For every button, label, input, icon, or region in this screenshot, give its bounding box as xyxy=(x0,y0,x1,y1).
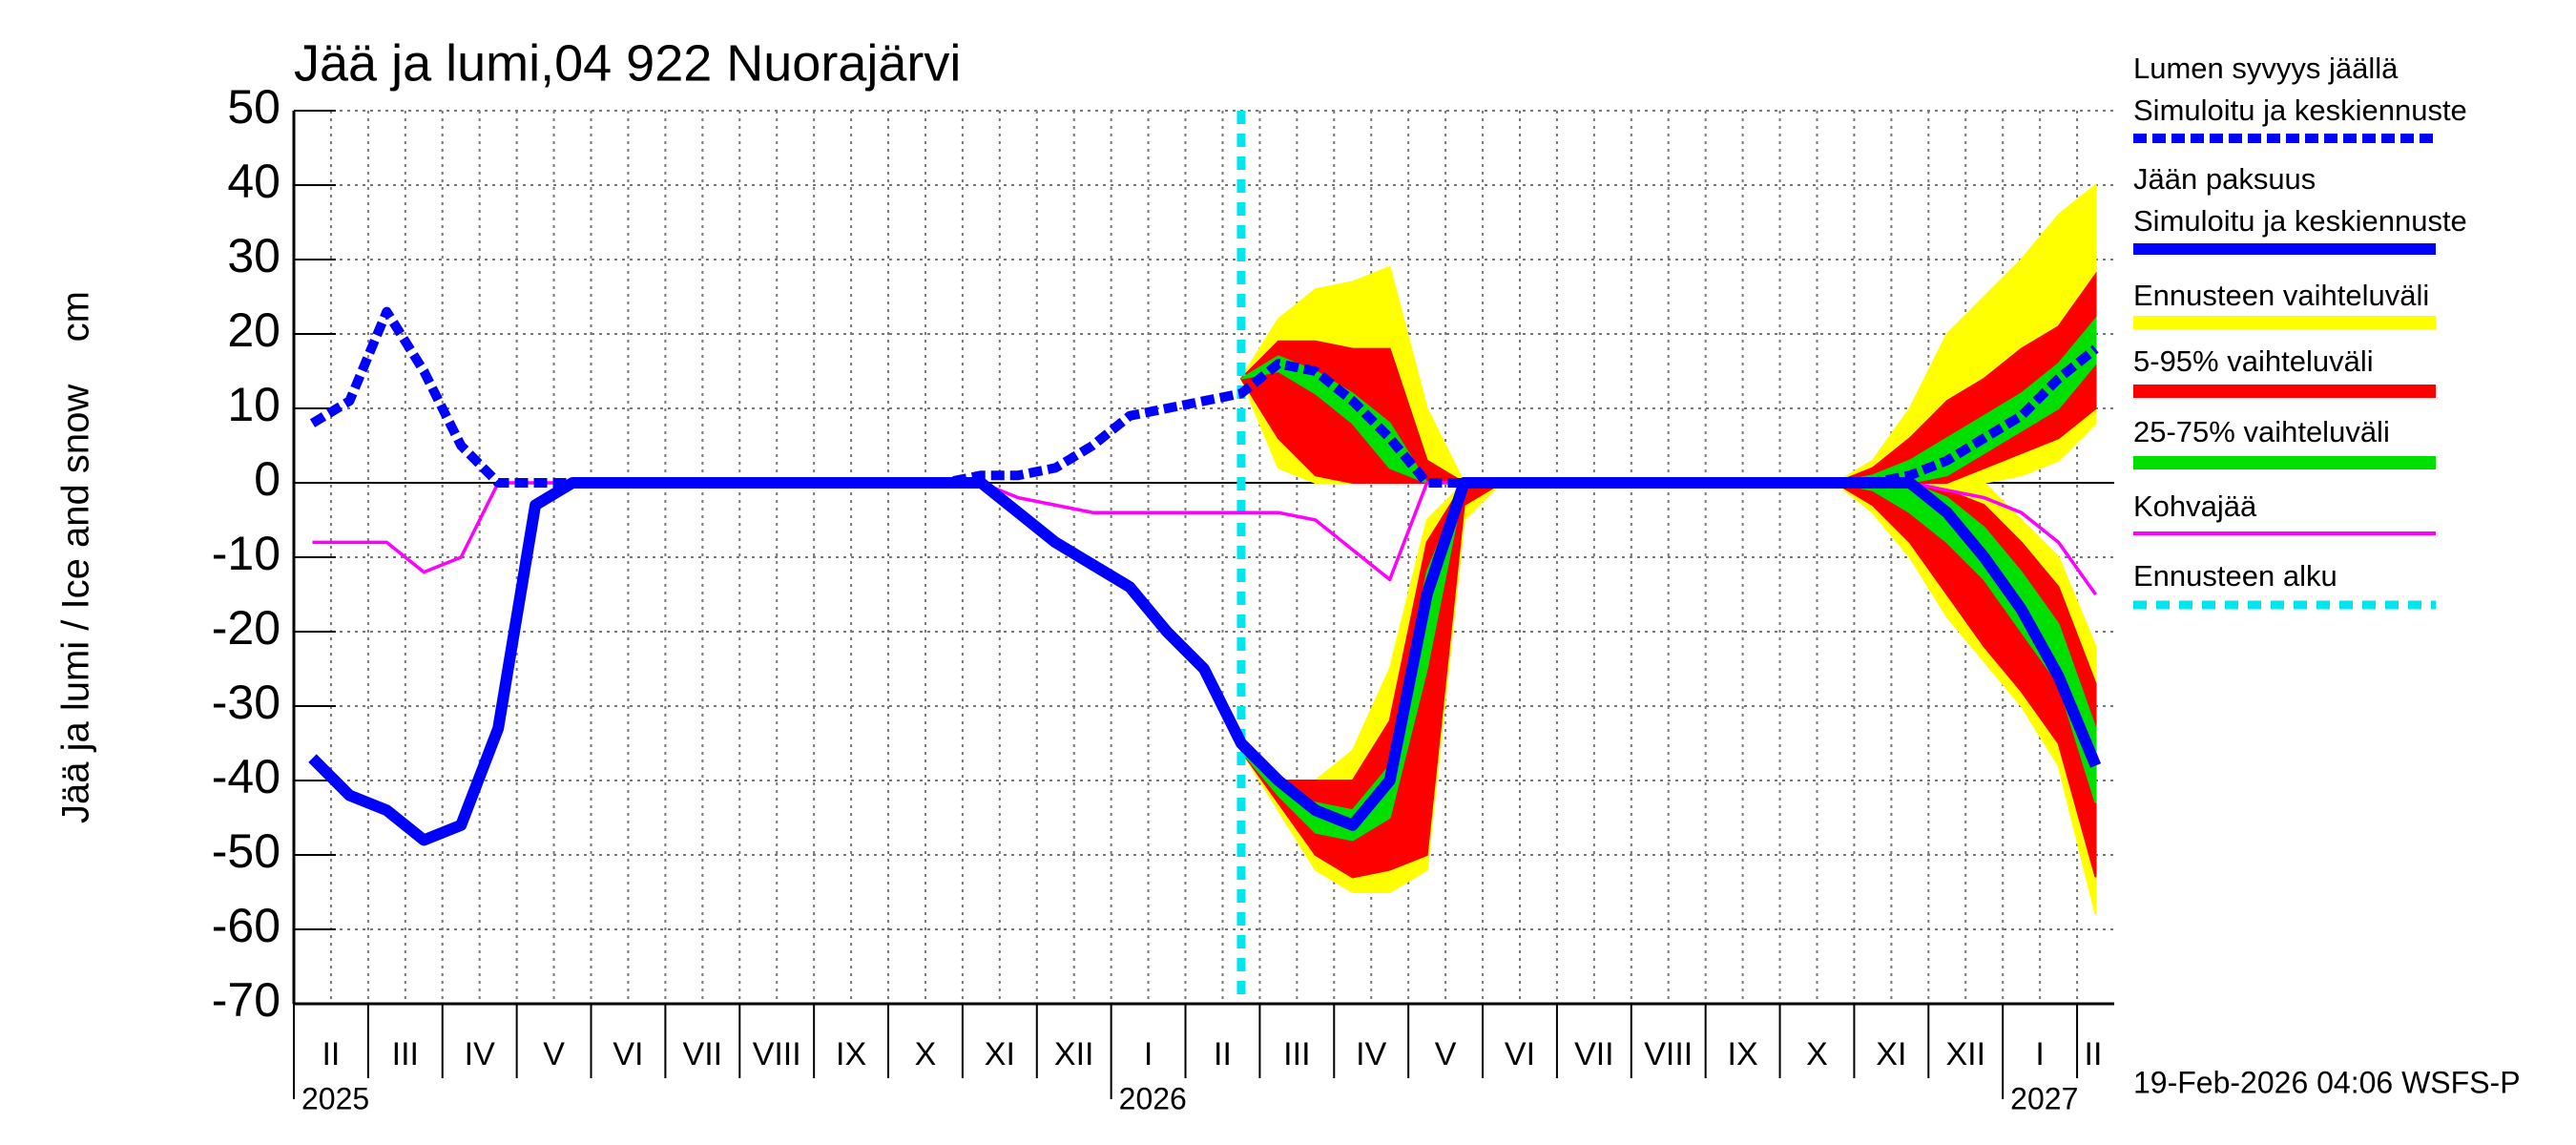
legend-label: Kohvajää xyxy=(2133,489,2257,523)
x-tick-label: III xyxy=(1283,1036,1310,1072)
legend-label: Ennusteen vaihteluväli xyxy=(2133,279,2429,312)
x-tick-label: VI xyxy=(613,1036,643,1072)
year-label: 2027 xyxy=(2010,1081,2078,1115)
x-tick-label: VI xyxy=(1505,1036,1535,1072)
x-tick-label: V xyxy=(1435,1036,1457,1072)
y-tick-label: -70 xyxy=(212,973,280,1027)
x-tick-label: XII xyxy=(1945,1036,1985,1072)
y-tick-label: -10 xyxy=(212,527,280,580)
series-line xyxy=(309,306,2099,488)
year-label: 2025 xyxy=(301,1081,369,1115)
y-tick-label: 10 xyxy=(227,378,280,431)
x-tick-label: VIII xyxy=(753,1036,801,1072)
footer: 19-Feb-2026 04:06 WSFS-P xyxy=(2133,1065,2521,1099)
x-tick-label: IX xyxy=(836,1036,866,1072)
x-tick-label: II xyxy=(2085,1036,2103,1072)
y-tick-label: -60 xyxy=(212,899,280,952)
y-tick-label: -30 xyxy=(212,676,280,729)
x-tick-label: III xyxy=(392,1036,419,1072)
legend-label: Jään paksuus xyxy=(2133,162,2316,196)
y-tick-label: -20 xyxy=(212,601,280,655)
y-axis-label: Jää ja lumi / Ice and snow cm xyxy=(55,291,97,823)
x-tick-label: VII xyxy=(1574,1036,1614,1072)
x-tick-label: IV xyxy=(465,1036,495,1072)
legend-label: Ennusteen alku xyxy=(2133,559,2337,593)
x-tick-label: I xyxy=(2035,1036,2044,1072)
y-tick-label: 30 xyxy=(227,229,280,282)
y-tick-label: 0 xyxy=(254,452,280,506)
x-tick-label: X xyxy=(1806,1036,1828,1072)
x-tick-label: XII xyxy=(1054,1036,1094,1072)
legend-label: Lumen syvyys jäällä xyxy=(2133,52,2399,85)
year-label: 2026 xyxy=(1119,1081,1187,1115)
legend-label: Simuloitu ja keskiennuste xyxy=(2133,204,2467,238)
x-tick-label: XI xyxy=(985,1036,1015,1072)
y-tick-label: 50 xyxy=(227,80,280,134)
x-tick-label: V xyxy=(543,1036,565,1072)
chart-title: Jää ja lumi,04 922 Nuorajärvi xyxy=(294,34,961,92)
y-tick-label: -50 xyxy=(212,824,280,878)
x-tick-label: I xyxy=(1144,1036,1153,1072)
x-tick-label: VIII xyxy=(1644,1036,1693,1072)
x-tick-label: IV xyxy=(1356,1036,1386,1072)
y-tick-label: 40 xyxy=(227,155,280,208)
legend-label: 5-95% vaihteluväli xyxy=(2133,344,2374,378)
legend-label: 25-75% vaihteluväli xyxy=(2133,415,2390,448)
y-tick-label: -40 xyxy=(212,750,280,803)
legend-label: Simuloitu ja keskiennuste xyxy=(2133,94,2467,127)
x-tick-label: II xyxy=(1214,1036,1232,1072)
y-tick-label: 20 xyxy=(227,303,280,357)
x-tick-label: XI xyxy=(1876,1036,1906,1072)
x-tick-label: X xyxy=(915,1036,937,1072)
x-tick-label: IX xyxy=(1728,1036,1758,1072)
x-tick-label: II xyxy=(322,1036,340,1072)
x-tick-label: VII xyxy=(683,1036,723,1072)
